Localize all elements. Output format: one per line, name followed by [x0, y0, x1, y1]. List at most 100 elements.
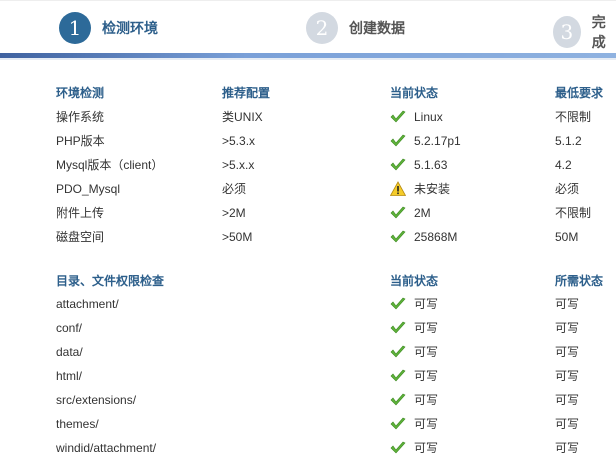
- check-icon: [390, 133, 414, 149]
- req-text: 可写: [555, 393, 580, 407]
- env-header-row: 环境检测 推荐配置 当前状态 最低要求: [0, 81, 616, 105]
- check-icon: [390, 229, 414, 245]
- rec-cell: 必须: [222, 177, 246, 201]
- name-text: 附件上传: [56, 206, 105, 220]
- req-cell: 可写: [555, 340, 579, 364]
- name-text: themes/: [56, 417, 99, 431]
- table-row: data/可写 可写: [0, 340, 616, 364]
- min-text: 必须: [555, 182, 580, 196]
- req-text: 可写: [555, 321, 580, 335]
- name-cell: PHP版本: [56, 129, 105, 153]
- status-text: 未安装: [414, 182, 451, 196]
- req-text: 可写: [555, 369, 580, 383]
- status-cell: 可写: [390, 316, 438, 340]
- min-cell: 4.2: [555, 153, 572, 177]
- status-text: 可写: [414, 393, 439, 407]
- req-cell: 可写: [555, 388, 579, 412]
- status-text: Linux: [414, 110, 443, 124]
- step-label: 检测环境: [102, 20, 158, 36]
- table-row: 操作系统 类UNIX Linux 不限制: [0, 105, 616, 129]
- name-text: src/extensions/: [56, 393, 137, 407]
- step-label: 完成: [591, 14, 606, 50]
- status-text: 可写: [414, 297, 439, 311]
- min-text: 不限制: [555, 206, 592, 220]
- rec-text: >5.x.x: [222, 158, 255, 172]
- status-cell: 5.2.17p1: [390, 129, 461, 153]
- req-cell: 可写: [555, 412, 579, 436]
- col-header: 最低要求: [555, 86, 604, 100]
- min-cell: 50M: [555, 225, 578, 249]
- status-text: 可写: [414, 369, 439, 383]
- col-header: 当前状态: [390, 274, 439, 288]
- check-icon: [390, 320, 414, 336]
- check-icon: [390, 368, 414, 384]
- status-text: 可写: [414, 417, 439, 431]
- check-icon: [390, 109, 414, 125]
- status-cell: 未安装: [390, 177, 450, 201]
- check-icon: [390, 157, 414, 173]
- req-text: 可写: [555, 417, 580, 431]
- min-text: 50M: [555, 230, 579, 244]
- step-3: 3 完成: [553, 12, 616, 52]
- req-text: 可写: [555, 441, 580, 455]
- status-text: 可写: [414, 345, 439, 359]
- name-text: windid/attachment/: [56, 441, 157, 455]
- status-cell: 5.1.63: [390, 153, 447, 177]
- status-cell: 可写: [390, 340, 438, 364]
- name-cell: attachment/: [56, 292, 119, 316]
- status-cell: 可写: [390, 364, 438, 388]
- name-cell: themes/: [56, 412, 99, 436]
- col-header: 所需状态: [555, 274, 604, 288]
- check-icon: [390, 392, 414, 408]
- status-text: 5.2.17p1: [414, 134, 461, 148]
- check-icon: [390, 296, 414, 312]
- table-row: html/可写 可写: [0, 364, 616, 388]
- col-header: 环境检测: [56, 86, 105, 100]
- table-row: src/extensions/可写 可写: [0, 388, 616, 412]
- col-header: 当前状态: [390, 86, 439, 100]
- min-cell: 不限制: [555, 105, 591, 129]
- table-row: themes/可写 可写: [0, 412, 616, 436]
- perm-header-row: 目录、文件权限检查 当前状态 所需状态: [0, 269, 616, 293]
- req-text: 可写: [555, 297, 580, 311]
- col-header: 推荐配置: [222, 86, 271, 100]
- status-text: 5.1.63: [414, 158, 448, 172]
- name-text: data/: [56, 345, 83, 359]
- status-cell: 可写: [390, 388, 438, 412]
- step-number: 1: [59, 12, 91, 44]
- table-row: 磁盘空间 >50M 25868M 50M: [0, 225, 616, 249]
- name-text: PHP版本: [56, 134, 105, 148]
- name-cell: conf/: [56, 316, 82, 340]
- warning-icon: [390, 181, 414, 197]
- name-cell: data/: [56, 340, 83, 364]
- table-row: attachment/可写 可写: [0, 292, 616, 316]
- name-text: Mysql版本（client）: [56, 158, 164, 172]
- name-cell: Mysql版本（client）: [56, 153, 163, 177]
- name-cell: 附件上传: [56, 201, 104, 225]
- progress-bar: [0, 53, 616, 58]
- check-icon: [390, 205, 414, 221]
- rec-text: 类UNIX: [222, 110, 263, 124]
- rec-cell: >5.x.x: [222, 153, 254, 177]
- table-row: windid/attachment/可写 可写: [0, 436, 616, 460]
- min-text: 不限制: [555, 110, 592, 124]
- name-text: PDO_Mysql: [56, 182, 121, 196]
- divider: [0, 58, 616, 60]
- status-cell: 25868M: [390, 225, 457, 249]
- name-cell: 操作系统: [56, 105, 104, 129]
- check-icon: [390, 344, 414, 360]
- step-2: 2 创建数据: [306, 12, 405, 44]
- req-cell: 可写: [555, 436, 579, 460]
- name-text: conf/: [56, 321, 83, 335]
- table-row: PDO_Mysql 必须 未安装 必须: [0, 177, 616, 201]
- min-cell: 不限制: [555, 201, 591, 225]
- status-cell: 可写: [390, 292, 438, 316]
- status-cell: 可写: [390, 412, 438, 436]
- name-cell: html/: [56, 364, 82, 388]
- step-label: 创建数据: [349, 20, 405, 36]
- status-cell: 2M: [390, 201, 431, 225]
- name-cell: PDO_Mysql: [56, 177, 120, 201]
- name-text: attachment/: [56, 297, 119, 311]
- min-cell: 必须: [555, 177, 579, 201]
- status-text: 可写: [414, 321, 439, 335]
